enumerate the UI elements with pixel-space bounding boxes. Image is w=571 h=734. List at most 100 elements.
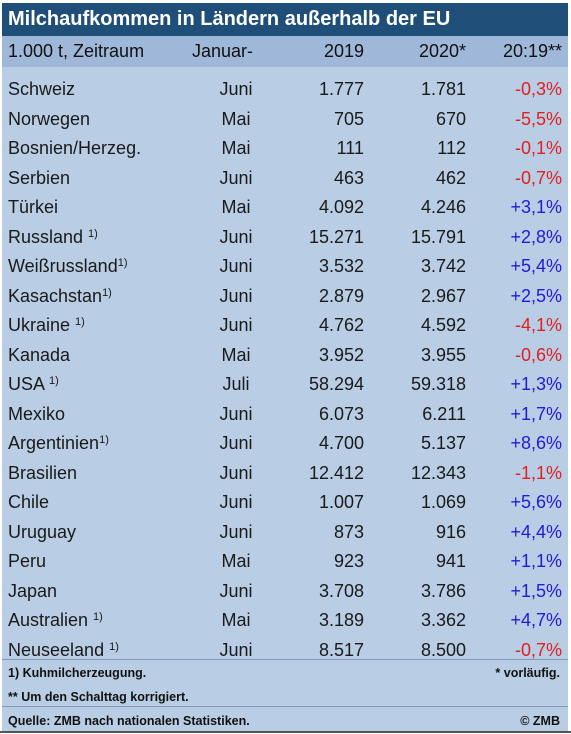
table-row: Argentinien1) Juni 4.700 5.137 +8,6% (2, 429, 568, 459)
table-row: Japan Juni 3.708 3.786 +1,5% (2, 577, 568, 607)
change-cell: +1,5% (510, 580, 562, 601)
change-cell: +5,6% (510, 492, 562, 512)
value-2020-cell: 916 (435, 521, 466, 542)
country-name: Schweiz (8, 79, 76, 99)
country-name: Chile (8, 492, 50, 512)
value-2020-cell: 3.955 (420, 344, 466, 365)
value-2019-cell: 4.762 (318, 315, 364, 335)
country-name: Argentinien (8, 433, 100, 453)
table-row: Weißrussland1) Juni 3.532 3.742 +5,4% (2, 252, 568, 282)
table-footer: 1) Kuhmilcherzeugung. * vorläufig. ** Um… (2, 659, 568, 731)
footnote-marker: 1) (117, 257, 128, 269)
country-cell: Norwegen (8, 105, 90, 135)
country-cell: Uruguay (8, 518, 76, 548)
month-cell: Mai (221, 551, 251, 571)
country-name: Bosnien/Herzeg. (8, 138, 142, 158)
footnote-marker: 1) (93, 611, 103, 623)
country-cell: Bosnien/Herzeg. (8, 134, 141, 164)
value-2019-cell: 705 (333, 108, 364, 129)
country-cell: Serbien (8, 164, 70, 194)
month-cell: Juni (219, 256, 253, 276)
country-name: Peru (8, 551, 47, 571)
country-name: Russland (8, 226, 89, 247)
value-2019-cell: 873 (333, 521, 364, 542)
value-2020-cell: 4.592 (420, 315, 466, 335)
country-cell: USA 1) (8, 370, 59, 400)
value-2020-cell: 462 (435, 167, 466, 188)
footer-divider (2, 706, 568, 707)
milk-table: Milchaufkommen in Ländern außerhalb der … (2, 3, 568, 731)
footnote-leapday: ** Um den Schalttag korrigiert. (8, 690, 189, 704)
header-2019: 2019 (323, 41, 364, 61)
value-2019-cell: 1.007 (318, 492, 364, 512)
month-cell: Juni (219, 167, 253, 188)
table-row: Türkei Mai 4.092 4.246 +3,1% (2, 193, 568, 223)
value-2020-cell: 3.786 (420, 580, 466, 601)
value-2019-cell: 4.092 (318, 197, 364, 217)
value-2020-cell: 5.137 (420, 433, 466, 453)
footnote-provisional: * vorläufig. (495, 666, 560, 680)
month-cell: Mai (221, 108, 251, 129)
change-cell: +2,5% (510, 285, 562, 306)
value-2019-cell: 6.073 (318, 403, 364, 424)
value-2019-cell: 3.952 (318, 344, 364, 365)
table-row: Uruguay Juni 873 916 +4,4% (2, 518, 568, 548)
month-cell: Juni (219, 79, 253, 99)
source-note: Quelle: ZMB nach nationalen Statistiken. (8, 714, 250, 728)
month-cell: Juni (219, 580, 253, 601)
change-cell: +5,4% (510, 256, 562, 276)
value-2019-cell: 1.777 (318, 79, 364, 99)
value-2019-cell: 4.700 (318, 433, 364, 453)
table-row: Norwegen Mai 705 670 -5,5% (2, 105, 568, 135)
footnote-marker: 1) (99, 434, 109, 446)
value-2020-cell: 3.742 (420, 256, 466, 276)
country-name: Ukraine (8, 315, 76, 335)
month-cell: Juni (219, 492, 253, 512)
value-2020-cell: 1.781 (420, 79, 466, 99)
value-2019-cell: 12.412 (308, 462, 364, 483)
change-cell: +1,7% (510, 403, 562, 424)
value-2019-cell: 463 (333, 167, 364, 188)
country-name: Australien (8, 610, 94, 630)
country-name: Serbien (8, 167, 71, 188)
country-name: USA (8, 374, 50, 394)
value-2019-cell: 3.189 (318, 610, 364, 630)
country-cell: Türkei (8, 193, 58, 223)
country-cell: Neuseeland 1) (8, 636, 119, 666)
change-cell: +1,3% (510, 374, 562, 394)
table-row: Mexiko Juni 6.073 6.211 +1,7% (2, 400, 568, 430)
country-cell: Kasachstan1) (8, 282, 112, 312)
value-2020-cell: 1.069 (420, 492, 466, 512)
month-cell: Mai (221, 138, 251, 158)
footnote-marker: 1) (109, 640, 119, 653)
value-2019-cell: 58.294 (308, 374, 364, 394)
table-row: Peru Mai 923 941 +1,1% (2, 547, 568, 577)
month-cell: Mai (221, 610, 251, 630)
value-2020-cell: 15.791 (410, 226, 466, 247)
footnote-marker: 1) (88, 227, 98, 240)
change-cell: -0,7% (514, 639, 562, 660)
month-cell: Mai (221, 197, 251, 217)
month-cell: Juli (222, 374, 250, 394)
value-2019-cell: 3.708 (318, 580, 364, 601)
value-2019-cell: 111 (336, 138, 364, 158)
month-cell: Juni (219, 226, 253, 247)
footnote-marker: 1) (49, 375, 59, 387)
copyright-note: © ZMB (520, 714, 560, 728)
table-title: Milchaufkommen in Ländern außerhalb der … (2, 3, 568, 36)
change-cell: -5,5% (514, 108, 562, 129)
value-2020-cell: 4.246 (420, 197, 466, 217)
table-row: Brasilien Juni 12.412 12.343 -1,1% (2, 459, 568, 489)
table-row: Chile Juni 1.007 1.069 +5,6% (2, 488, 568, 518)
country-name: Kasachstan (8, 285, 103, 306)
month-cell: Juni (219, 433, 253, 453)
value-2020-cell: 112 (437, 138, 466, 158)
change-cell: +3,1% (510, 197, 562, 217)
change-cell: -0,7% (514, 167, 562, 188)
footnote-marker: 1) (75, 316, 85, 328)
month-cell: Juni (219, 285, 253, 306)
change-cell: +2,8% (510, 226, 562, 247)
country-cell: Brasilien (8, 459, 77, 489)
value-2020-cell: 3.362 (420, 610, 466, 630)
change-cell: -0,1% (514, 138, 562, 158)
